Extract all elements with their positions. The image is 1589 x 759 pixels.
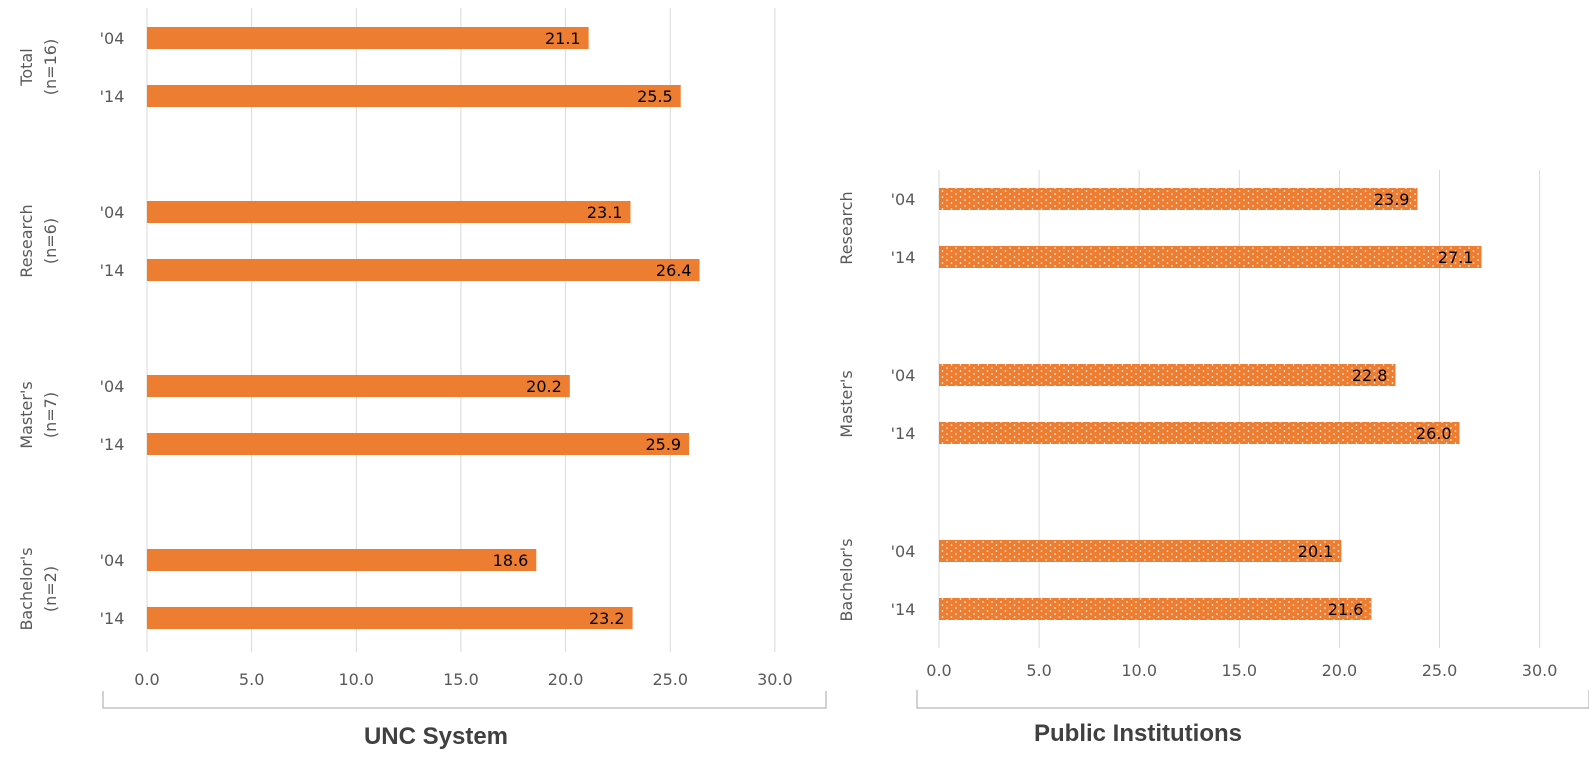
x-tick-label: 5.0 [1026,661,1051,680]
bar [939,598,1372,620]
bar-year-label: '04 [100,203,125,222]
category-label: (n=6) [41,218,60,264]
unc-system-chart: 0.0 5.0 10.0 15.0 20.0 25.0 30.0 21.1 '04 25.5 '14… [17,8,827,750]
category-label: Bachelor's [17,547,36,630]
bar-value-label: 27.1 [1438,248,1474,267]
bar-year-label: '04 [891,366,916,385]
x-tick-label: 0.0 [926,661,951,680]
bar-value-label: 25.5 [637,87,673,106]
category-label: Research [837,191,856,264]
bar-value-label: 25.9 [645,435,681,454]
bar-value-label: 21.6 [1328,600,1364,619]
x-tick-label: 10.0 [338,670,374,689]
bar-value-label: 21.1 [545,29,581,48]
category-label: (n=16) [41,39,60,95]
bar [939,364,1396,386]
bar-year-label: '14 [891,600,916,619]
bar-value-label: 23.2 [589,609,625,628]
bar-year-label: '14 [891,248,916,267]
x-tick-label: 30.0 [1522,661,1558,680]
x-tick-label: 15.0 [443,670,479,689]
category-label: Bachelor's [837,538,856,621]
bar [147,549,537,571]
axis-bracket [916,690,1589,709]
bar-value-label: 20.2 [526,377,562,396]
bar-value-label: 23.9 [1374,190,1410,209]
category-label: (n=2) [41,566,60,612]
bar-year-label: '14 [100,435,125,454]
bar-value-label: 26.4 [656,261,692,280]
bar-year-label: '04 [100,29,125,48]
bar [939,540,1342,562]
bar-value-label: 18.6 [493,551,529,570]
bar-value-label: 26.0 [1416,424,1452,443]
bar-value-label: 20.1 [1298,542,1334,561]
bar [939,246,1482,268]
bar-year-label: '04 [891,542,916,561]
category-label: (n=7) [41,392,60,438]
bar-year-label: '04 [100,551,125,570]
category-label: Master's [17,381,36,448]
public-institutions-chart: 0.0 5.0 10.0 15.0 20.0 25.0 30.0 23.9 '04 27.1 '14… [837,170,1589,747]
bar-year-label: '14 [100,87,125,106]
bar [147,201,631,223]
bar [939,422,1460,444]
x-tick-label: 10.0 [1121,661,1157,680]
bar [147,375,570,397]
bar-year-label: '14 [100,609,125,628]
bar-value-label: 22.8 [1352,366,1388,385]
category-label: Master's [837,370,856,437]
axis-bracket [102,691,827,709]
category-label: Total [17,48,36,86]
bar [939,188,1418,210]
bar-year-label: '14 [891,424,916,443]
x-tick-label: 25.0 [652,670,688,689]
bar [147,27,589,49]
chart-title: UNC System [364,723,508,750]
bar-year-label: '14 [100,261,125,280]
x-tick-label: 25.0 [1422,661,1458,680]
chart-title: Public Institutions [1034,720,1242,747]
x-tick-label: 20.0 [548,670,584,689]
bar-year-label: '04 [891,190,916,209]
bar [147,85,681,107]
x-tick-label: 30.0 [757,670,793,689]
category-label: Research [17,204,36,277]
x-tick-label: 5.0 [239,670,264,689]
x-tick-label: 20.0 [1322,661,1358,680]
x-tick-label: 15.0 [1221,661,1257,680]
bar [147,607,633,629]
bar [147,259,700,281]
bar [147,433,690,455]
bar-value-label: 23.1 [587,203,623,222]
x-tick-label: 0.0 [134,670,159,689]
bar-year-label: '04 [100,377,125,396]
